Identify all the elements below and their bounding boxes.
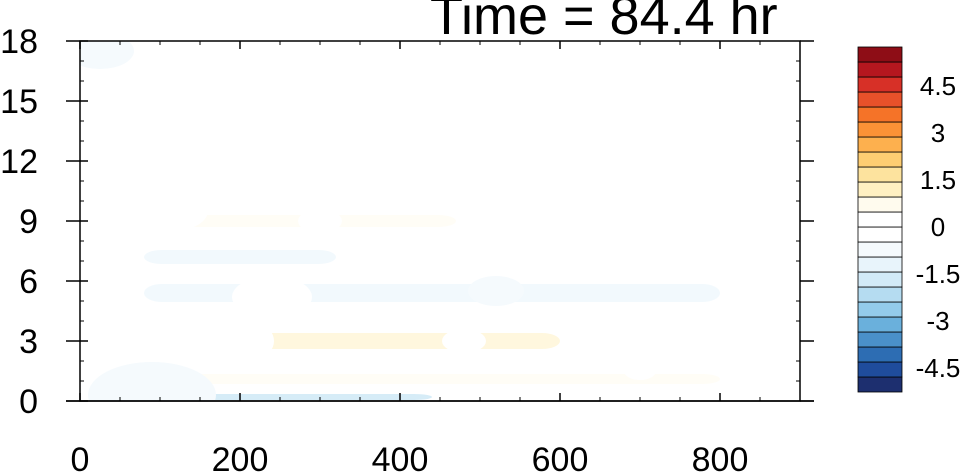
colorbar-swatch <box>857 61 903 78</box>
axes: 0 200 400 600 800 0 3 6 9 12 15 18 <box>0 23 814 473</box>
heatmap-feature <box>468 276 524 306</box>
y-tick-label: 6 <box>19 263 38 301</box>
colorbar-swatch <box>857 106 903 123</box>
colorbar-swatch <box>857 301 903 318</box>
chart-title: Time = 84.4 hr <box>430 0 778 46</box>
colorbar: 4.5 3 1.5 0 -1.5 -3 -4.5 <box>857 46 961 393</box>
y-tick-label: 9 <box>19 203 38 241</box>
heatmap-field <box>80 41 800 401</box>
colorbar-tick-label: 1.5 <box>920 165 956 195</box>
colorbar-tick-label: -4.5 <box>916 353 961 383</box>
heatmap-feature <box>128 190 208 232</box>
colorbar-swatch <box>857 256 903 273</box>
heatmap-feature <box>88 362 216 401</box>
colorbar-swatch <box>857 121 903 138</box>
colorbar-swatch <box>857 136 903 153</box>
y-tick-label: 18 <box>0 23 38 61</box>
colorbar-swatch <box>857 271 903 288</box>
heatmap-feature <box>442 329 486 353</box>
colorbar-swatch <box>857 196 903 213</box>
y-tick-label: 12 <box>0 143 38 181</box>
colorbar-swatch <box>857 361 903 378</box>
colorbar-swatch <box>857 346 903 363</box>
colorbar-swatch <box>857 316 903 333</box>
colorbar-tick-label: 4.5 <box>920 71 956 101</box>
colorbar-tick-label: -1.5 <box>916 259 961 289</box>
colorbar-swatch <box>857 181 903 198</box>
colorbar-tick-label: 3 <box>931 118 945 148</box>
colorbar-tick-label: -3 <box>926 306 949 336</box>
y-tick-label: 0 <box>19 383 38 421</box>
x-tick-label: 800 <box>692 441 749 473</box>
x-tick-label: 0 <box>71 441 90 473</box>
field-band <box>144 250 336 264</box>
colorbar-swatch <box>857 286 903 303</box>
colorbar-swatch <box>857 46 903 63</box>
colorbar-swatch <box>857 211 903 228</box>
heatmap-feature <box>298 209 342 233</box>
heatmap-feature <box>158 311 274 371</box>
colorbar-swatch <box>857 376 903 393</box>
x-tick-label: 200 <box>212 441 269 473</box>
x-tick-label: 600 <box>532 441 589 473</box>
colorbar-swatch <box>857 91 903 108</box>
heatmap-feature <box>232 276 312 318</box>
heatmap-feature <box>624 362 656 380</box>
y-tick-label: 3 <box>19 323 38 361</box>
colorbar-tick-label: 0 <box>931 212 945 242</box>
field-band <box>144 374 720 384</box>
colorbar-swatch <box>857 166 903 183</box>
heatmap-feature <box>688 202 720 220</box>
colorbar-swatch <box>857 151 903 168</box>
colorbar-swatch <box>857 241 903 258</box>
colorbar-swatch <box>857 76 903 93</box>
field-band <box>144 284 720 302</box>
y-tick-label: 15 <box>0 83 38 121</box>
x-tick-label: 400 <box>372 441 429 473</box>
heatmap-feature <box>80 41 134 69</box>
colorbar-swatch <box>857 331 903 348</box>
colorbar-swatch <box>857 226 903 243</box>
